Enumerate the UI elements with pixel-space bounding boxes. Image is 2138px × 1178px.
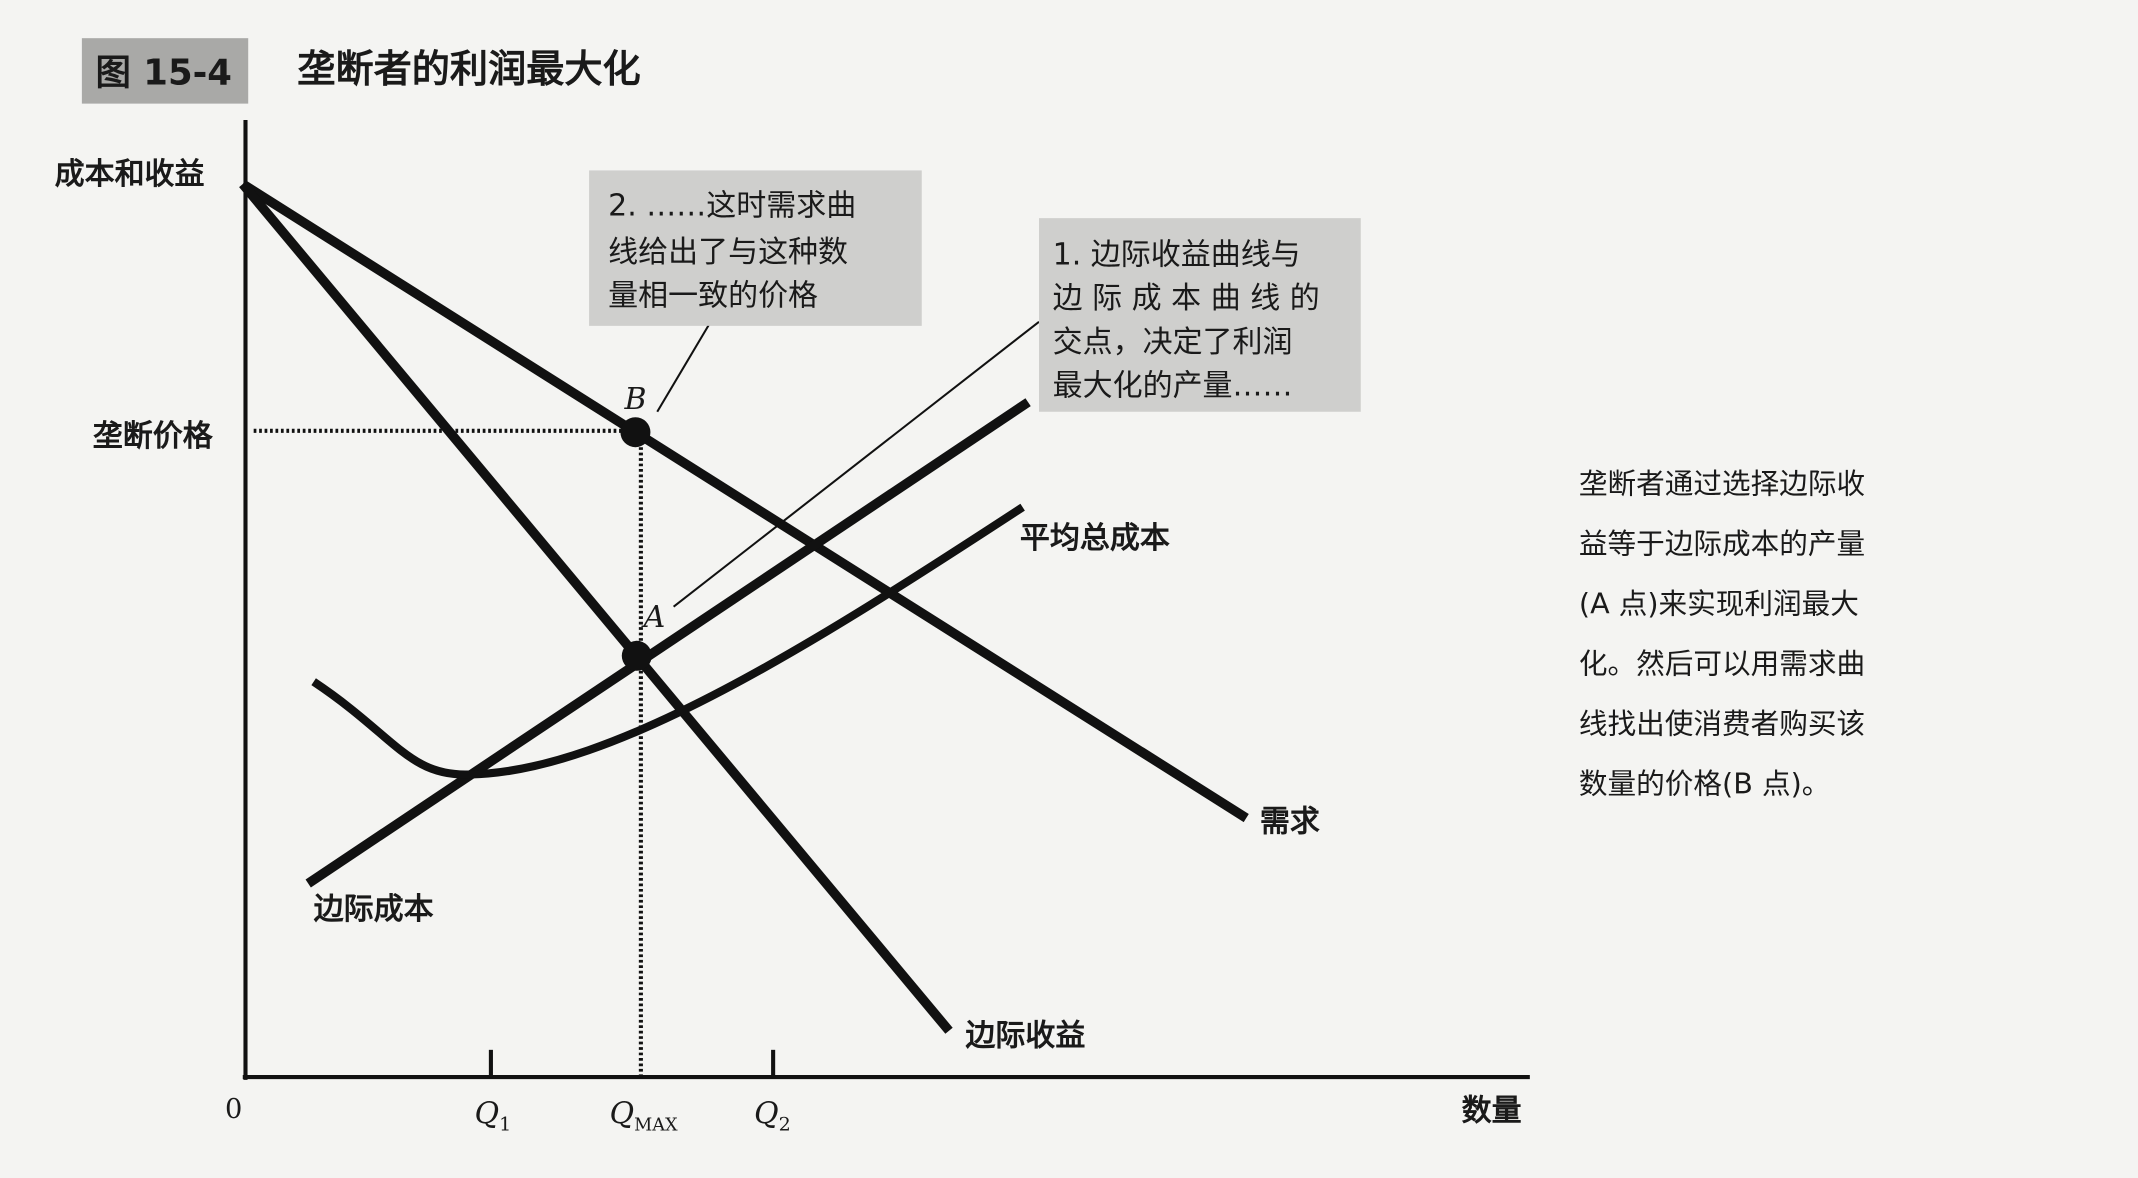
caption-line: 化。然后可以用需求曲 [1579,647,1865,681]
callout-1-leader [672,320,1040,608]
callout-1-line: 交点，决定了利润 [1053,325,1293,360]
callout-2-line: 量相一致的价格 [608,278,818,313]
callout-2-line: 线给出了与这种数 [608,235,848,270]
point-b-label: B [624,382,647,417]
mc-label: 边际成本 [314,892,434,927]
demand-label: 需求 [1260,805,1320,840]
caption-line: 垄断者通过选择边际收 [1579,467,1865,501]
figure-number: 图 15-4 [96,53,232,94]
callout-1-line: 1. 边际收益曲线与 [1053,238,1301,273]
callout-1-line: 最大化的产量…… [1053,368,1293,403]
caption-line: (A 点)来实现利润最大 [1579,587,1859,621]
mr-label: 边际收益 [965,1019,1085,1054]
average-total-cost-curve [311,503,1025,779]
figure-number-badge [81,38,249,104]
caption-line: 线找出使消费者购买该 [1579,707,1865,741]
callout-1-line: 边 际 成 本 曲 线 的 [1053,281,1320,316]
tick-label-qmax: QMAX [610,1096,679,1135]
caption-line: 数量的价格(B 点)。 [1579,767,1830,801]
origin-label: 0 [225,1094,242,1125]
figure-title: 垄断者的利润最大化 [297,48,640,92]
atc-label: 平均总成本 [1020,521,1170,556]
marginal-revenue-curve [239,181,953,1034]
callout-2-leader [656,323,710,413]
callout-1-box [1039,218,1361,412]
tick-label-q2: Q2 [754,1096,791,1135]
monopoly-price-label: 垄断价格 [93,419,214,454]
marginal-cost-curve [305,398,1031,888]
point-a [621,640,652,671]
caption-line: 益等于边际成本的产量 [1579,527,1865,561]
y-axis-label: 成本和收益 [55,157,205,192]
caption: 垄断者通过选择边际收 益等于边际成本的产量 (A 点)来实现利润最大 化。然后可… [1579,467,1865,801]
point-a-label: A [641,600,666,635]
demand-curve [240,180,1249,823]
callout-2-box [589,170,922,326]
tick-label-q1: Q1 [475,1096,512,1135]
callout-2-line: 2. ……这时需求曲 [608,188,856,223]
x-axis-label: 数量 [1462,1094,1522,1129]
point-b [620,417,651,448]
